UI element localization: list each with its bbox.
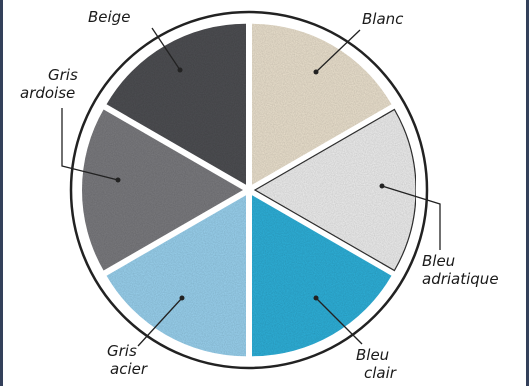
dot-blanc	[313, 69, 319, 75]
dot-beige	[177, 67, 183, 73]
label-bleu-clair: Bleu clair	[356, 346, 397, 382]
wheel-segments	[81, 23, 417, 357]
label-gris-acier: Gris acier	[107, 342, 148, 378]
label-blanc: Blanc	[362, 10, 404, 28]
leader-line-gris-ardoise	[61, 108, 119, 181]
leader-lines	[61, 27, 441, 347]
dot-bleu-clair	[313, 295, 319, 301]
leader-line-beige	[151, 27, 181, 71]
segment-gris-acier	[81, 109, 243, 271]
dot-gris-acier	[179, 295, 185, 301]
leader-line-bleu-adriatique	[381, 185, 441, 250]
dot-gris-ardoise	[115, 177, 121, 183]
segment-beige	[252, 23, 392, 185]
label-bleu-adriatique: Bleu adriatique	[422, 252, 499, 288]
segment-bleu-adriatique	[252, 195, 392, 357]
dot-bleu-adriatique	[379, 183, 385, 189]
label-beige: Beige	[88, 8, 130, 26]
leader-line-bleu-clair	[315, 297, 363, 345]
leader-dots	[115, 67, 385, 301]
leader-line-blanc	[315, 29, 361, 73]
segment-blanc	[253, 108, 417, 272]
leader-line-gris-acier	[137, 297, 183, 347]
segment-gris-ardoise	[106, 23, 246, 185]
segment-bleu-clair	[106, 195, 246, 357]
label-gris-ardoise: Gris ardoise	[20, 66, 83, 102]
